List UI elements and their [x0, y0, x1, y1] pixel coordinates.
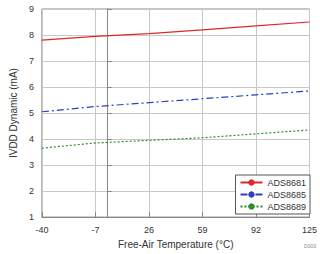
svg-text:D003: D003: [304, 243, 316, 249]
svg-text:-40: -40: [35, 225, 48, 235]
svg-text:125: 125: [302, 225, 317, 235]
svg-text:8: 8: [29, 30, 34, 40]
svg-text:2: 2: [29, 186, 34, 196]
svg-text:3: 3: [29, 160, 34, 170]
svg-text:-7: -7: [91, 225, 99, 235]
svg-text:92: 92: [251, 225, 261, 235]
svg-text:IVDD Dynamic (mA): IVDD Dynamic (mA): [8, 68, 19, 158]
svg-text:5: 5: [29, 108, 34, 118]
svg-text:6: 6: [29, 82, 34, 92]
svg-text:ADS8685: ADS8685: [267, 190, 306, 200]
svg-text:Free-Air Temperature (°C): Free-Air Temperature (°C): [118, 239, 234, 250]
svg-text:ADS8689: ADS8689: [267, 202, 306, 212]
svg-text:1: 1: [29, 212, 34, 222]
svg-text:7: 7: [29, 56, 34, 66]
svg-text:9: 9: [29, 4, 34, 14]
svg-text:26: 26: [144, 225, 154, 235]
svg-text:59: 59: [197, 225, 207, 235]
svg-text:ADS8681: ADS8681: [267, 178, 306, 188]
svg-text:4: 4: [29, 134, 34, 144]
